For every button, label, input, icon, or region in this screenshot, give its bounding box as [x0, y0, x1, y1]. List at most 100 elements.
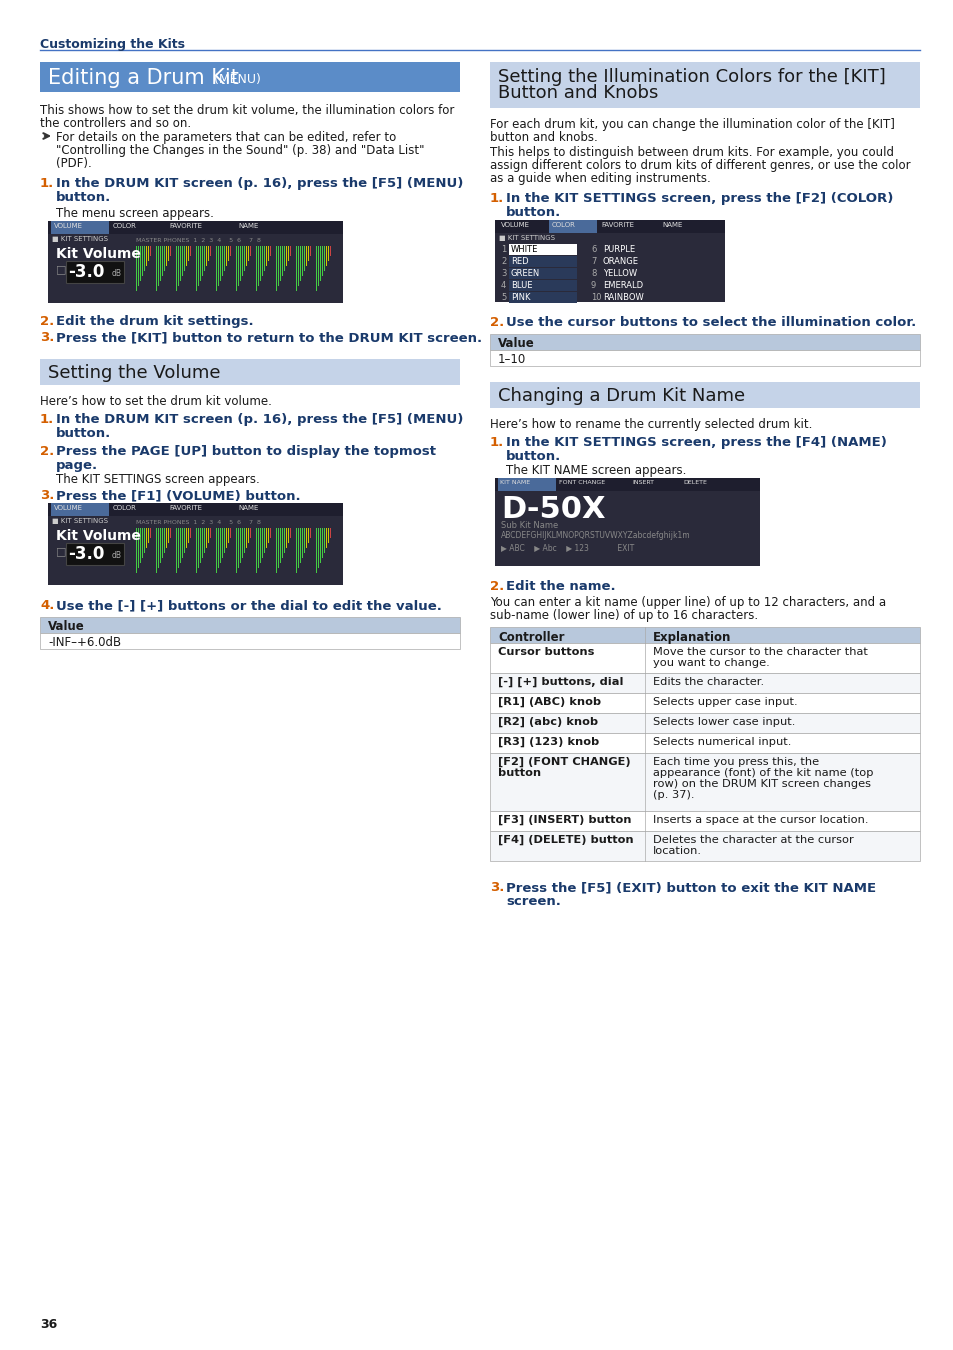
Text: Press the [F1] (VOLUME) button.: Press the [F1] (VOLUME) button. [56, 489, 300, 502]
Text: RED: RED [511, 256, 528, 266]
Bar [490, 832, 919, 861]
Text: MASTER PHONES  1  2  3  4    5  6    7  8: MASTER PHONES 1 2 3 4 5 6 7 8 [136, 520, 260, 525]
Bar [308, 528, 309, 543]
Text: For details on the parameters that can be edited, refer to: For details on the parameters that can b… [56, 131, 395, 144]
Bar [218, 246, 219, 286]
Text: KIT NAME: KIT NAME [499, 481, 530, 485]
Text: The KIT NAME screen appears.: The KIT NAME screen appears. [505, 464, 685, 477]
Bar [164, 246, 165, 271]
Text: Press the PAGE [UP] button to display the topmost: Press the PAGE [UP] button to display th… [56, 446, 436, 458]
Text: (PDF).: (PDF). [56, 157, 91, 170]
Bar [230, 246, 232, 256]
Bar [237, 246, 239, 286]
Bar [215, 246, 217, 292]
Bar [490, 753, 919, 811]
Text: Edit the name.: Edit the name. [505, 580, 615, 593]
Text: button and knobs.: button and knobs. [490, 131, 598, 144]
Text: 3.: 3. [40, 331, 54, 344]
Bar [266, 528, 267, 548]
Bar [150, 528, 152, 539]
Bar [315, 246, 317, 292]
Text: 2.: 2. [490, 580, 504, 593]
Bar [262, 246, 263, 275]
Bar [234, 504, 281, 516]
Bar [240, 528, 241, 563]
Bar [490, 626, 919, 643]
Bar [215, 528, 217, 572]
Bar [317, 246, 319, 286]
Text: ▶ ABC    ▶ Abc    ▶ 123            EXIT: ▶ ABC ▶ Abc ▶ 123 EXIT [500, 543, 634, 552]
Text: Editing a Drum Kit: Editing a Drum Kit [48, 68, 238, 88]
Bar [158, 246, 159, 286]
Text: 2.: 2. [40, 315, 54, 328]
Bar [210, 246, 212, 256]
Bar [509, 244, 577, 255]
Bar [495, 220, 724, 234]
Text: Selects lower case input.: Selects lower case input. [652, 717, 795, 728]
Bar [290, 246, 292, 256]
Bar [182, 246, 183, 275]
Text: sub-name (lower line) of up to 16 characters.: sub-name (lower line) of up to 16 charac… [490, 609, 758, 622]
Bar [297, 246, 299, 286]
Bar [40, 617, 459, 633]
Bar [146, 528, 148, 548]
Bar [184, 528, 185, 554]
Bar [204, 246, 205, 271]
Bar [180, 246, 181, 281]
Bar [304, 246, 305, 271]
Text: -3.0: -3.0 [68, 545, 104, 563]
Text: Inserts a space at the cursor location.: Inserts a space at the cursor location. [652, 815, 867, 825]
Text: row) on the DRUM KIT screen changes: row) on the DRUM KIT screen changes [652, 779, 870, 788]
Text: 9: 9 [590, 281, 596, 290]
Bar [138, 246, 139, 286]
Text: ABCDEFGHIJKLMNOPQRSTUVWXYZabcdefghijk1m: ABCDEFGHIJKLMNOPQRSTUVWXYZabcdefghijk1m [500, 531, 690, 540]
Text: -3.0: -3.0 [68, 263, 104, 281]
Bar [490, 713, 919, 733]
Text: □: □ [56, 545, 67, 556]
Bar [255, 528, 257, 572]
Bar [208, 246, 210, 261]
Bar [190, 528, 192, 539]
Bar [250, 528, 252, 539]
Text: 1–10: 1–10 [497, 352, 526, 366]
Bar [286, 246, 287, 266]
Text: "Controlling the Changes in the Sound" (p. 38) and "Data List": "Controlling the Changes in the Sound" (… [56, 144, 424, 157]
Bar [168, 528, 170, 543]
Text: appearance (font) of the kit name (top: appearance (font) of the kit name (top [652, 768, 873, 778]
Text: NAME: NAME [237, 223, 258, 230]
Text: ■ KIT SETTINGS: ■ KIT SETTINGS [52, 518, 108, 524]
Bar [598, 220, 658, 234]
Bar [220, 528, 221, 563]
Bar [275, 528, 277, 572]
Text: NAME: NAME [237, 505, 258, 512]
Bar [144, 528, 146, 554]
Bar [237, 528, 239, 568]
Text: COLOR: COLOR [112, 505, 136, 512]
Bar [226, 246, 227, 266]
Bar [188, 528, 190, 543]
Text: Customizing the Kits: Customizing the Kits [40, 38, 185, 51]
Bar [490, 350, 919, 366]
Text: Setting the Volume: Setting the Volume [48, 364, 220, 382]
Bar [202, 528, 203, 558]
Bar [166, 504, 233, 516]
Bar [110, 221, 165, 234]
Bar [200, 528, 201, 563]
Text: the controllers and so on.: the controllers and so on. [40, 117, 191, 130]
Text: In the KIT SETTINGS screen, press the [F2] (COLOR): In the KIT SETTINGS screen, press the [F… [505, 192, 892, 205]
Bar [48, 221, 343, 302]
Bar [222, 528, 223, 558]
Text: Press the [F5] (EXIT) button to exit the KIT NAME: Press the [F5] (EXIT) button to exit the… [505, 882, 875, 894]
Bar [178, 246, 179, 286]
Text: Controller: Controller [497, 630, 564, 644]
Bar [246, 528, 247, 548]
Text: The menu screen appears.: The menu screen appears. [56, 207, 213, 220]
Bar [144, 246, 146, 271]
Text: Here’s how to rename the currently selected drum kit.: Here’s how to rename the currently selec… [490, 418, 812, 431]
Text: Setting the Illumination Colors for the [KIT]: Setting the Illumination Colors for the … [497, 68, 884, 86]
Text: Deletes the character at the cursor: Deletes the character at the cursor [652, 836, 853, 845]
Text: 1.: 1. [40, 413, 54, 427]
Bar [497, 220, 547, 234]
Text: BLUE: BLUE [511, 281, 532, 290]
Text: 36: 36 [40, 1318, 57, 1331]
